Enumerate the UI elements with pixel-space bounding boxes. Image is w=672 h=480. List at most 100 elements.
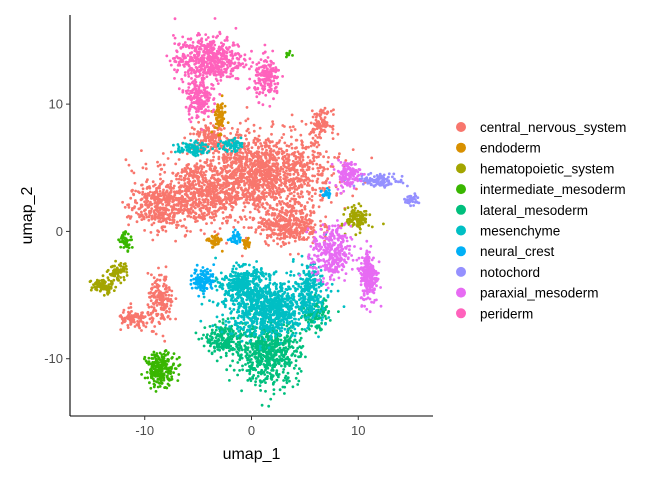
point — [263, 168, 266, 172]
point — [316, 121, 320, 124]
point — [298, 332, 302, 335]
point — [154, 301, 158, 304]
point — [172, 352, 176, 355]
point — [243, 147, 247, 151]
point — [219, 144, 223, 148]
point — [152, 211, 156, 214]
point — [145, 370, 149, 374]
point — [158, 213, 162, 217]
point — [259, 389, 262, 392]
point — [273, 197, 276, 201]
point — [268, 157, 272, 161]
point — [210, 197, 214, 201]
point — [319, 198, 323, 202]
point — [322, 123, 326, 127]
point — [221, 190, 224, 194]
point — [257, 134, 261, 138]
point — [271, 374, 275, 378]
point — [274, 180, 277, 183]
point — [254, 228, 258, 232]
point — [335, 194, 338, 197]
point — [181, 190, 184, 193]
point — [245, 341, 248, 345]
point — [166, 315, 170, 319]
point — [317, 169, 320, 173]
point — [274, 341, 278, 345]
point — [276, 151, 279, 155]
point — [230, 208, 234, 212]
point — [177, 356, 181, 359]
point — [262, 354, 266, 358]
point — [191, 175, 195, 179]
point — [125, 274, 129, 277]
point — [247, 175, 251, 179]
point — [206, 203, 210, 206]
point — [249, 367, 253, 371]
point — [214, 186, 217, 190]
point — [274, 144, 277, 147]
point — [180, 178, 183, 182]
point — [123, 262, 127, 266]
point — [132, 171, 136, 175]
point — [241, 364, 244, 368]
point — [172, 190, 176, 194]
point — [311, 186, 314, 190]
point — [198, 216, 201, 219]
point — [197, 197, 201, 201]
point — [234, 173, 238, 177]
point — [138, 326, 142, 330]
point — [213, 349, 217, 353]
point — [251, 348, 255, 351]
point — [96, 280, 100, 284]
point — [351, 194, 355, 198]
point — [112, 289, 116, 292]
point — [143, 200, 147, 204]
point — [177, 364, 181, 368]
point — [356, 224, 359, 228]
point — [201, 178, 205, 181]
point — [193, 127, 196, 131]
point — [246, 165, 250, 168]
point — [143, 376, 147, 380]
point — [106, 292, 110, 296]
point — [303, 163, 306, 166]
point — [264, 173, 268, 177]
point — [225, 215, 229, 219]
point — [291, 230, 295, 234]
point — [277, 186, 281, 190]
point — [266, 181, 270, 185]
point — [193, 187, 196, 190]
point — [250, 353, 254, 357]
point — [206, 164, 210, 167]
point — [227, 194, 231, 198]
point — [154, 372, 158, 376]
point — [187, 209, 191, 212]
point — [150, 369, 153, 373]
point — [109, 285, 113, 289]
point — [291, 178, 295, 182]
point — [241, 166, 244, 170]
point — [187, 186, 191, 189]
point — [156, 160, 159, 164]
point — [271, 212, 274, 215]
point — [221, 343, 225, 346]
point — [264, 161, 268, 165]
point — [238, 196, 242, 200]
point — [311, 162, 315, 166]
point — [124, 158, 128, 162]
point — [328, 319, 332, 322]
point — [288, 125, 292, 129]
point — [224, 351, 228, 355]
point — [310, 199, 314, 202]
point — [353, 216, 356, 220]
point — [134, 189, 138, 193]
point — [219, 103, 223, 107]
point — [224, 155, 228, 159]
point — [293, 209, 297, 213]
point — [277, 228, 280, 232]
point — [313, 317, 317, 321]
point — [305, 221, 309, 225]
point — [317, 205, 321, 209]
point — [288, 199, 292, 203]
point — [325, 150, 328, 154]
